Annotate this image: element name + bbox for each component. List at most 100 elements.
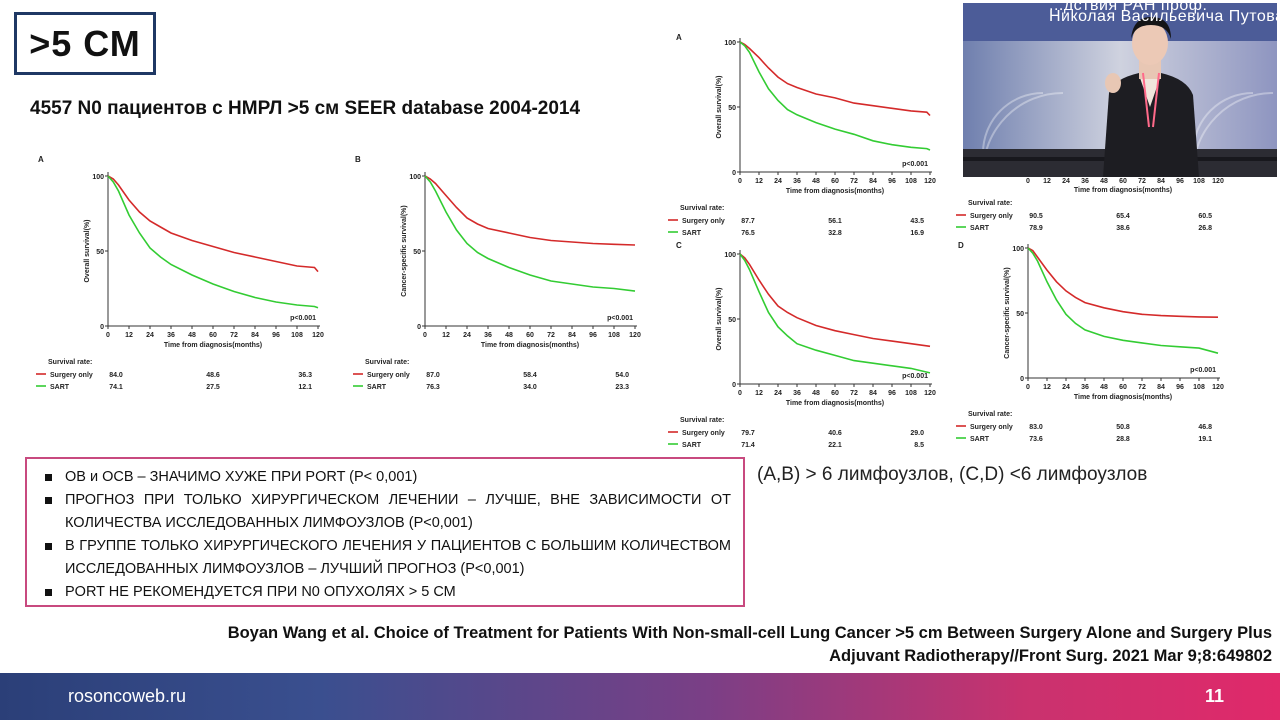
x-tick-label: 48: [1100, 178, 1108, 185]
survival-rate-value: 76.5: [741, 230, 755, 237]
x-tick-label: 0: [106, 332, 110, 339]
footer-bar: rosoncoweb.ru 11: [0, 673, 1280, 720]
x-tick-label: 84: [1157, 384, 1165, 391]
series-line-sart: [739, 253, 931, 374]
survival-rate-value: 48.6: [206, 372, 220, 379]
citation-line-2: Adjuvant Radiotherapy//Front Surg. 2021 …: [829, 647, 1272, 665]
survival-rate-value: 58.4: [523, 372, 537, 379]
x-axis-label: Time from diagnosis(months): [1074, 187, 1172, 194]
x-tick-label: 0: [738, 390, 742, 397]
series-line-surgery: [1027, 247, 1219, 318]
x-tick-label: 48: [1100, 384, 1108, 391]
series-line-surgery: [107, 175, 319, 273]
x-tick-label: 108: [608, 332, 620, 339]
x-tick-label: 12: [755, 390, 763, 397]
x-tick-label: 60: [831, 178, 839, 185]
x-tick-label: 96: [1176, 384, 1184, 391]
survival-rate-value: 43.5: [910, 218, 924, 225]
survival-rate-value: 74.1: [109, 384, 123, 391]
citation: Boyan Wang et al. Choice of Treatment fo…: [92, 622, 1272, 668]
survival-rate-value: 76.3: [426, 384, 440, 391]
legend-entry: Surgery only: [50, 372, 93, 379]
y-axis-label: Overall survival(%): [716, 75, 723, 138]
survival-rate-value: 29.0: [910, 430, 924, 437]
legend-entry: Surgery only: [682, 430, 725, 437]
survival-rate-value: 12.1: [298, 384, 312, 391]
y-axis-label: Overall survival(%): [84, 219, 91, 282]
x-tick-label: 36: [1081, 178, 1089, 185]
legend-entry: SART: [970, 225, 990, 232]
x-tick-label: 72: [850, 390, 858, 397]
legend-entry: Surgery only: [970, 213, 1013, 220]
series-line-surgery: [424, 175, 636, 246]
series-line-sart: [1027, 247, 1219, 354]
footer-site: rosoncoweb.ru: [68, 686, 187, 706]
series-line-sart: [739, 41, 931, 151]
x-tick-label: 84: [869, 390, 877, 397]
x-tick-label: 12: [125, 332, 133, 339]
page-number: 11: [1204, 686, 1224, 706]
y-tick-label: 50: [413, 249, 421, 256]
panel-letter: D: [958, 241, 964, 250]
x-tick-label: 24: [774, 178, 782, 185]
x-tick-label: 108: [905, 178, 917, 185]
x-tick-label: 72: [547, 332, 555, 339]
survival-rate-value: 28.8: [1116, 436, 1130, 443]
y-tick-label: 100: [92, 174, 104, 181]
km-chart-b-left: B 0 50 100 0 12 24 36 48 60 72 84 96 108 120 Time from …: [353, 154, 655, 391]
survival-rate-label: Survival rate:: [48, 359, 92, 366]
x-tick-label: 96: [888, 390, 896, 397]
survival-rate-value: 71.4: [741, 442, 755, 449]
finding-item: ОВ и ОСВ – ЗНАЧИМО ХУЖЕ ПРИ PORT (P< 0,0…: [39, 466, 731, 489]
lymph-node-note: (A,B) > 6 лимфоузлов, (C,D) <6 лимфоузло…: [757, 464, 1148, 485]
x-axis-label: Time from diagnosis(months): [481, 342, 579, 349]
survival-rate-value: 38.6: [1116, 225, 1130, 232]
x-tick-label: 36: [1081, 384, 1089, 391]
survival-rate-value: 19.1: [1198, 436, 1212, 443]
citation-line-1: Boyan Wang et al. Choice of Treatment fo…: [227, 624, 1272, 642]
y-tick-label: 0: [100, 324, 104, 331]
survival-rate-value: 46.8: [1198, 424, 1212, 431]
survival-rate-value: 78.9: [1029, 225, 1043, 232]
panel-letter: A: [38, 155, 44, 164]
y-tick-label: 0: [1020, 376, 1024, 383]
y-axis-label: Cancer-specific survival(%): [401, 205, 408, 296]
x-tick-label: 84: [568, 332, 576, 339]
x-axis-label: Time from diagnosis(months): [786, 400, 884, 407]
panel-letter: C: [676, 241, 682, 250]
finding-item: ПРОГНОЗ ПРИ ТОЛЬКО ХИРУРГИЧЕСКОМ ЛЕЧЕНИИ…: [39, 489, 731, 535]
x-tick-label: 96: [589, 332, 597, 339]
x-tick-label: 12: [755, 178, 763, 185]
survival-rate-value: 16.9: [910, 230, 924, 237]
x-tick-label: 72: [1138, 384, 1146, 391]
key-findings-box: ОВ и ОСВ – ЗНАЧИМО ХУЖЕ ПРИ PORT (P< 0,0…: [25, 457, 745, 607]
x-tick-label: 0: [423, 332, 427, 339]
x-tick-label: 120: [1212, 384, 1224, 391]
survival-rate-value: 65.4: [1116, 213, 1130, 220]
x-axis-label: Time from diagnosis(months): [786, 188, 884, 195]
survival-rate-value: 60.5: [1198, 213, 1212, 220]
y-tick-label: 100: [1012, 246, 1024, 253]
x-tick-label: 120: [924, 178, 936, 185]
km-chart-a-right: A 0 50 100 0 12 24 36 48 60 72 84 96 108 120 Time from …: [668, 32, 946, 237]
x-tick-label: 48: [812, 390, 820, 397]
slide-title: >5 СМ: [29, 22, 141, 64]
survival-rate-value: 8.5: [914, 442, 924, 449]
legend-entry: Surgery only: [367, 372, 410, 379]
km-chart-b-right-partial: 0 12 24 36 48 60 72 84 96 108 120 Time from diagnos…: [956, 32, 1278, 237]
km-svg: D 0 50 100 0 12 24 36 48 60 72 84 96 108 120 Time from …: [956, 241, 1224, 443]
y-axis-label: Cancer-specific survival(%): [1004, 267, 1011, 358]
speaker-video: ...дствия РАН проф. Николая Васильевича …: [963, 3, 1277, 177]
km-svg: A 0 50 100 0 12 24 36 48 60 72 84 96 108 120 Time from …: [668, 33, 936, 237]
km-chart-a-left: A 0 50 100 0 12 24 36 48 60 72 84 96 108 120 Time from …: [36, 154, 338, 391]
survival-rate-label: Survival rate:: [968, 411, 1012, 418]
survival-rate-value: 27.5: [206, 384, 220, 391]
km-svg: A 0 50 100 0 12 24 36 48 60 72 84 96 108 120 Time from …: [36, 155, 324, 391]
y-tick-label: 100: [409, 174, 421, 181]
survival-rate-value: 40.6: [828, 430, 842, 437]
x-tick-label: 0: [738, 178, 742, 185]
panel-letter: A: [676, 33, 682, 42]
x-tick-label: 12: [1043, 384, 1051, 391]
survival-rate-value: 23.3: [615, 384, 629, 391]
x-tick-label: 24: [1062, 384, 1070, 391]
